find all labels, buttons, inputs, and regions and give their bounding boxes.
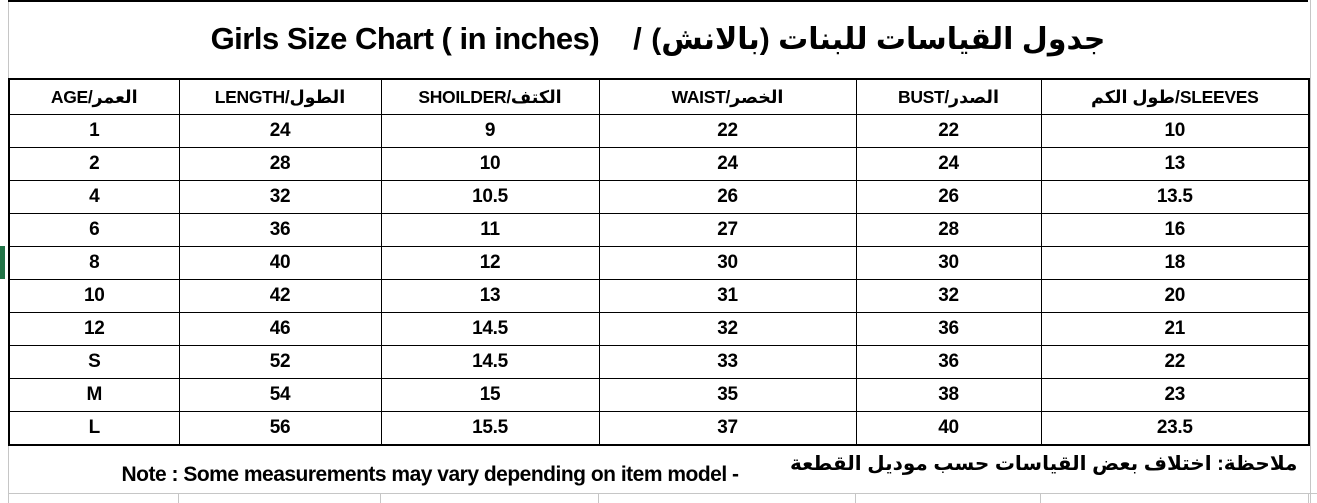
row-label-cell[interactable]: L [8, 411, 180, 446]
value-cell[interactable]: 38 [855, 378, 1042, 412]
grid-stub [1040, 494, 1041, 503]
value-cell[interactable]: 24 [598, 147, 857, 181]
column-header-2[interactable]: SHOILDER/الكتف [380, 78, 600, 115]
table-row: 8 40 12 30 30 18 [8, 246, 1310, 280]
value-cell[interactable]: 36 [178, 213, 382, 247]
size-chart-body: 1 24 9 22 22 10 2 28 10 24 24 13 4 32 10.5 26 26 13.5 6 36 1… [8, 114, 1310, 446]
value-cell[interactable]: 10.5 [380, 180, 600, 214]
value-cell[interactable]: 16 [1040, 213, 1310, 247]
row-label-cell[interactable]: 1 [8, 114, 180, 148]
value-cell[interactable]: 23 [1040, 378, 1310, 412]
column-header-0[interactable]: AGE/العمر [8, 78, 180, 115]
value-cell[interactable]: 27 [598, 213, 857, 247]
chart-title-english: Girls Size Chart ( in inches) [210, 21, 600, 56]
note-arabic: ملاحظة: اختلاف بعض القياسات حسب موديل ال… [790, 453, 1298, 475]
value-cell[interactable]: 32 [178, 180, 382, 214]
title-cell-top-border [8, 0, 1308, 2]
note-english: Note : Some measurements may vary depend… [121, 463, 740, 486]
value-cell[interactable]: 30 [598, 246, 857, 280]
value-cell[interactable]: 14.5 [380, 312, 600, 346]
value-cell[interactable]: 46 [178, 312, 382, 346]
row-label-cell[interactable]: 12 [8, 312, 180, 346]
row-label-cell[interactable]: S [8, 345, 180, 379]
chart-title-cell[interactable]: Girls Size Chart ( in inches) / جدول الق… [8, 2, 1308, 76]
value-cell[interactable]: 26 [598, 180, 857, 214]
cell-selection-border[interactable] [0, 246, 5, 279]
grid-stub [178, 494, 179, 503]
value-cell[interactable]: 14.5 [380, 345, 600, 379]
table-row: 6 36 11 27 28 16 [8, 213, 1310, 247]
table-row: 1 24 9 22 22 10 [8, 114, 1310, 148]
table-row: 4 32 10.5 26 26 13.5 [8, 180, 1310, 214]
value-cell[interactable]: 15 [380, 378, 600, 412]
value-cell[interactable]: 11 [380, 213, 600, 247]
value-cell[interactable]: 18 [1040, 246, 1310, 280]
table-row: L 56 15.5 37 40 23.5 [8, 411, 1310, 446]
value-cell[interactable]: 40 [855, 411, 1042, 446]
value-cell[interactable]: 32 [598, 312, 857, 346]
table-row: 10 42 13 31 32 20 [8, 279, 1310, 313]
value-cell[interactable]: 20 [1040, 279, 1310, 313]
table-row: S 52 14.5 33 36 22 [8, 345, 1310, 379]
value-cell[interactable]: 24 [855, 147, 1042, 181]
row-label-cell[interactable]: 8 [8, 246, 180, 280]
column-header-4[interactable]: BUST/الصدر [855, 78, 1042, 115]
grid-stub [855, 494, 856, 503]
value-cell[interactable]: 56 [178, 411, 382, 446]
value-cell[interactable]: 33 [598, 345, 857, 379]
value-cell[interactable]: 24 [178, 114, 382, 148]
value-cell[interactable]: 26 [855, 180, 1042, 214]
grid-stub [8, 494, 9, 503]
value-cell[interactable]: 40 [178, 246, 382, 280]
chart-title-arabic: جدول القياسات للبنات (بالانش) [651, 22, 1106, 56]
value-cell[interactable]: 13.5 [1040, 180, 1310, 214]
grid-stub [1308, 494, 1309, 503]
value-cell[interactable]: 12 [380, 246, 600, 280]
row-label-cell[interactable]: 10 [8, 279, 180, 313]
sheet-gridline-vertical-right [1310, 0, 1311, 503]
chart-title-separator: / [633, 21, 642, 56]
column-header-3[interactable]: WAIST/الخصر [598, 78, 857, 115]
value-cell[interactable]: 23.5 [1040, 411, 1310, 446]
row-label-cell[interactable]: 4 [8, 180, 180, 214]
value-cell[interactable]: 22 [598, 114, 857, 148]
sheet-gridline-horizontal-bottom [8, 493, 1317, 494]
value-cell[interactable]: 22 [1040, 345, 1310, 379]
grid-stub [380, 494, 381, 503]
value-cell[interactable]: 32 [855, 279, 1042, 313]
value-cell[interactable]: 28 [855, 213, 1042, 247]
value-cell[interactable]: 9 [380, 114, 600, 148]
size-chart-table: AGE/العمر LENGTH/الطول SHOILDER/الكتف WAIST… [8, 78, 1310, 446]
value-cell[interactable]: 31 [598, 279, 857, 313]
value-cell[interactable]: 36 [855, 312, 1042, 346]
row-label-cell[interactable]: 2 [8, 147, 180, 181]
table-row: 12 46 14.5 32 36 21 [8, 312, 1310, 346]
table-row: 2 28 10 24 24 13 [8, 147, 1310, 181]
value-cell[interactable]: 30 [855, 246, 1042, 280]
row-label-cell[interactable]: 6 [8, 213, 180, 247]
value-cell[interactable]: 13 [380, 279, 600, 313]
row-label-cell[interactable]: M [8, 378, 180, 412]
table-row: M 54 15 35 38 23 [8, 378, 1310, 412]
grid-stub [598, 494, 599, 503]
value-cell[interactable]: 36 [855, 345, 1042, 379]
value-cell[interactable]: 13 [1040, 147, 1310, 181]
value-cell[interactable]: 10 [380, 147, 600, 181]
column-header-1[interactable]: LENGTH/الطول [178, 78, 382, 115]
value-cell[interactable]: 37 [598, 411, 857, 446]
value-cell[interactable]: 10 [1040, 114, 1310, 148]
size-chart-header-row: AGE/العمر LENGTH/الطول SHOILDER/الكتف WAIST… [8, 78, 1310, 115]
value-cell[interactable]: 28 [178, 147, 382, 181]
value-cell[interactable]: 52 [178, 345, 382, 379]
value-cell[interactable]: 54 [178, 378, 382, 412]
value-cell[interactable]: 42 [178, 279, 382, 313]
value-cell[interactable]: 22 [855, 114, 1042, 148]
column-header-5[interactable]: طول الكم/SLEEVES [1040, 78, 1310, 115]
value-cell[interactable]: 15.5 [380, 411, 600, 446]
value-cell[interactable]: 21 [1040, 312, 1310, 346]
value-cell[interactable]: 35 [598, 378, 857, 412]
